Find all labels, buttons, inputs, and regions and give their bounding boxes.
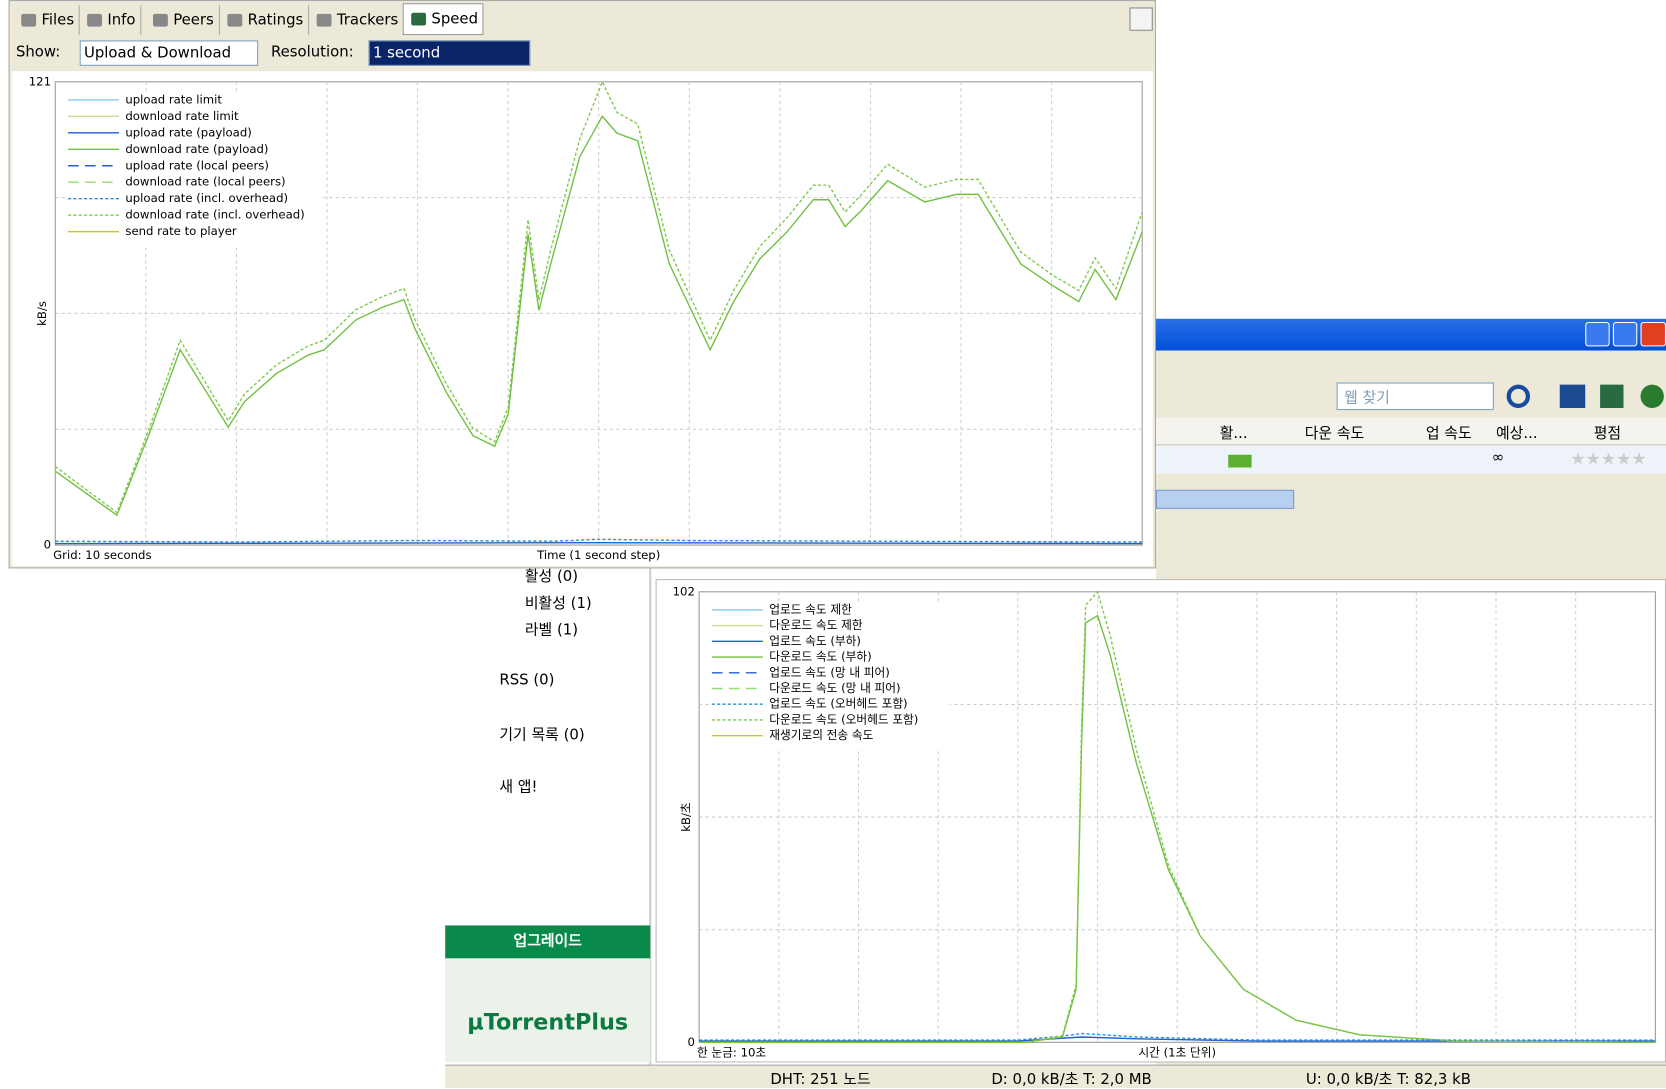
legend-label: download rate (local peers)	[125, 175, 285, 189]
x-axis-label: Time (1 second step)	[536, 548, 660, 562]
legend-label: upload rate (local peers)	[125, 158, 269, 172]
y-tick-label: 121	[29, 74, 51, 88]
legend-label: download rate (incl. overhead)	[125, 208, 304, 222]
y-axis-label: kB/s	[35, 301, 49, 326]
legend-label: upload rate limit	[125, 92, 222, 106]
legend-label: download rate (payload)	[125, 142, 268, 156]
legend-label: upload rate (payload)	[125, 125, 251, 139]
legend-label: upload rate (incl. overhead)	[125, 191, 288, 205]
legend-label: download rate limit	[125, 109, 239, 123]
y-tick-label: 0	[44, 538, 51, 552]
legend-label: send rate to player	[125, 224, 237, 238]
grid-note: Grid: 10 seconds	[53, 548, 151, 562]
